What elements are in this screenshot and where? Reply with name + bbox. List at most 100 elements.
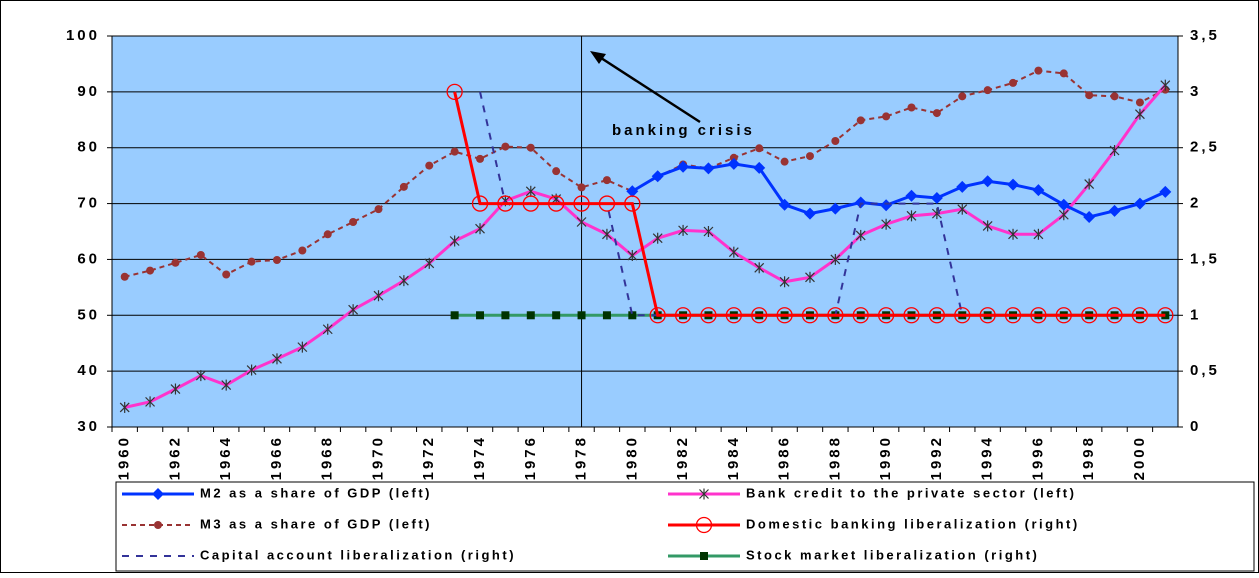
marker [425,161,434,170]
marker [1007,178,1020,191]
x-tick-label: 1984 [725,435,742,480]
marker [880,199,893,212]
marker [297,341,308,353]
marker [399,182,408,191]
marker [1058,209,1069,221]
marker [1085,91,1094,100]
marker [957,203,968,215]
y-tick-label: 30 [77,418,100,435]
x-tick-label: 1966 [268,435,285,480]
y-tick-label: 70 [77,195,100,212]
marker [801,307,819,324]
marker [882,112,891,121]
marker [827,307,844,324]
marker [1030,307,1047,324]
marker [983,86,992,95]
marker [754,262,765,274]
marker [930,191,943,204]
marker [695,516,713,534]
marker [932,109,941,118]
marker [272,353,282,365]
legend-label: Stock market liberalization (right) [746,547,1039,562]
marker [700,307,717,324]
marker [497,195,514,212]
x-tick-label: 1972 [420,435,437,480]
marker [651,170,664,183]
x-tick-label: 1982 [674,435,691,480]
marker [272,255,281,264]
marker [1084,178,1095,190]
marker [1109,145,1120,157]
x-tick-label: 1976 [522,435,539,480]
marker [755,144,764,153]
y-tick-label: 90 [77,83,100,100]
series-line [453,91,1166,317]
y2-tick-label: 1 [1190,306,1201,323]
marker [649,307,666,324]
x-tick-label: 1968 [319,435,336,480]
marker [222,270,231,279]
marker [373,290,384,302]
marker [877,307,895,324]
marker [1108,204,1121,217]
marker [624,195,641,212]
marker [958,92,967,101]
marker [577,311,586,320]
x-tick-label: 1964 [217,435,234,480]
marker [602,176,611,185]
marker [573,195,590,212]
x-tick-label: 1962 [166,435,183,480]
marker [501,142,510,151]
x-tick-label: 1988 [826,435,843,480]
marker [627,250,638,262]
marker [450,147,459,156]
marker [954,307,971,324]
marker [805,271,815,283]
marker [677,160,690,173]
marker [1004,307,1022,324]
marker [852,307,869,324]
x-tick-label: 1960 [116,435,133,480]
marker [831,137,840,146]
marker [398,275,409,287]
series-line [124,84,1167,409]
marker [881,218,892,230]
marker [323,230,332,239]
y2-tick-label: 0,5 [1190,362,1220,379]
x-tick-label: 1970 [369,435,386,480]
marker [628,311,637,320]
marker [805,152,814,161]
y2-tick-label: 2,5 [1190,139,1220,156]
legend-label: Bank credit to the private sector (left) [746,485,1076,500]
marker [854,196,867,209]
y-tick-label: 100 [66,27,100,44]
marker [298,246,307,255]
y2-tick-label: 1,5 [1190,250,1220,267]
marker [907,103,916,112]
marker [1157,307,1174,324]
marker [1055,307,1072,324]
marker [903,307,920,324]
marker [120,272,129,281]
marker [322,323,333,335]
x-tick-label: 1994 [979,435,996,480]
marker [778,198,791,211]
marker [1008,228,1018,240]
annotation-arrow [597,54,701,124]
marker [577,183,586,192]
marker [780,157,789,166]
marker [449,235,460,247]
marker [475,223,485,235]
marker [674,307,692,324]
y2-tick-label: 3,5 [1190,27,1220,44]
x-tick-label: 1998 [1080,435,1097,480]
marker [526,143,535,152]
marker [145,396,155,408]
marker [526,311,535,320]
marker [1135,108,1145,120]
x-tick-label: 2000 [1131,435,1148,480]
marker [374,205,383,214]
marker [501,311,510,320]
marker [552,311,561,320]
